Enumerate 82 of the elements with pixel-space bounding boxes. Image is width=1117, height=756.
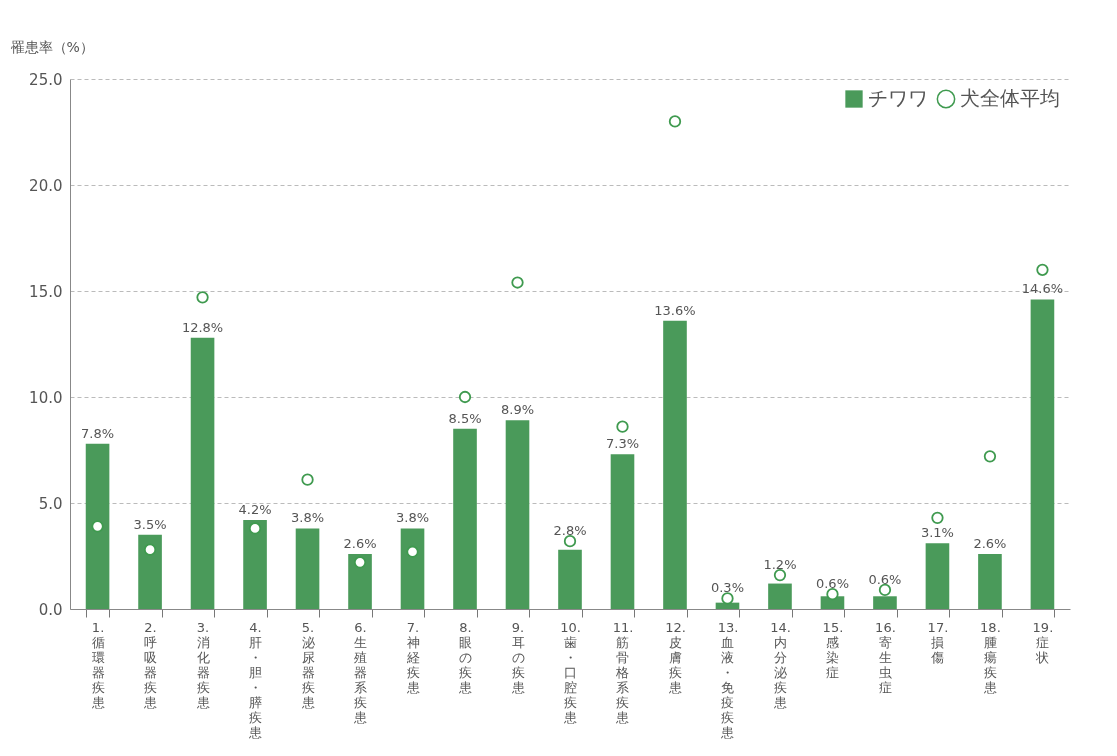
bar — [610, 454, 635, 609]
data-label: 3.8% — [291, 510, 325, 526]
point — [1036, 263, 1049, 276]
point — [878, 583, 892, 597]
y-tick-label: 0.0 — [38, 600, 63, 619]
point — [406, 545, 419, 558]
data-label: 0.6% — [868, 571, 902, 587]
x-tick-label: 19.症状 — [1032, 619, 1054, 665]
x-tick-label: 4.肝・胆・膵疾患 — [248, 619, 263, 740]
x-tick-label: 9.耳の疾患 — [510, 619, 525, 695]
data-label: 8.9% — [500, 402, 535, 418]
point — [91, 520, 104, 533]
data-label: 2.6% — [973, 535, 1007, 551]
data-label: 1.2% — [763, 557, 797, 573]
data-label: 3.8% — [396, 510, 430, 526]
y-tick-label: 15.0 — [29, 282, 63, 301]
point — [931, 511, 944, 524]
point — [983, 450, 997, 463]
point — [616, 420, 629, 433]
y-axis-title: 罹患率（%） — [9, 38, 94, 55]
bar — [138, 534, 162, 609]
bar — [978, 553, 1002, 609]
data-label: 0.6% — [815, 576, 849, 592]
y-tick-label: 20.0 — [29, 176, 63, 195]
bar — [925, 543, 950, 609]
y-tick-label: 10.0 — [29, 388, 63, 407]
data-label: 3.1% — [920, 525, 954, 541]
data-label: 3.5% — [133, 516, 167, 532]
bar — [558, 549, 582, 609]
x-tick-label: 8.眼の疾患 — [458, 619, 473, 695]
bar — [400, 528, 425, 609]
bar — [1030, 299, 1055, 609]
x-tick-label: 1.循環器疾患 — [90, 619, 105, 710]
x-tick-label: 14.内分泌疾患 — [770, 619, 791, 710]
data-label: 7.3% — [605, 436, 640, 452]
data-label: 4.2% — [238, 501, 272, 517]
data-label: 13.6% — [654, 302, 696, 318]
x-tick-label: 3.消化器疾患 — [195, 619, 210, 710]
legend-label: チワワ — [868, 86, 928, 110]
point — [668, 115, 682, 128]
data-label: 2.8% — [553, 523, 587, 539]
point — [826, 588, 839, 601]
point — [511, 276, 524, 289]
bar — [243, 519, 267, 609]
point — [721, 592, 734, 605]
point — [563, 535, 577, 548]
data-label: 14.6% — [1021, 281, 1064, 297]
point — [353, 556, 367, 569]
point — [773, 568, 787, 582]
x-tick-label: 12.皮膚疾患 — [665, 619, 686, 695]
x-tick-label: 11.筋骨格系疾患 — [612, 619, 634, 725]
y-tick-label: 25.0 — [29, 70, 63, 89]
bar — [768, 583, 792, 609]
bar — [453, 428, 477, 609]
bar — [348, 553, 372, 609]
x-tick-label: 5.泌尿器疾患 — [300, 619, 315, 710]
data-label: 12.8% — [181, 319, 224, 335]
x-tick-label: 18.腫瘍疾患 — [980, 619, 1001, 695]
data-label: 8.5% — [448, 410, 482, 426]
bar — [85, 443, 110, 609]
point — [458, 390, 472, 404]
x-tick-label: 17.損傷 — [927, 619, 949, 665]
point — [301, 473, 314, 486]
x-tick-label: 16.寄生虫症 — [875, 619, 896, 695]
legend-label: 犬全体平均 — [960, 86, 1060, 110]
data-label: 7.8% — [81, 425, 115, 441]
data-label: 2.6% — [343, 535, 377, 551]
x-tick-label: 6.生殖器系疾患 — [353, 619, 368, 725]
x-tick-label: 15.感染症 — [822, 619, 844, 680]
x-tick-label: 7.神経疾患 — [405, 619, 420, 695]
bar — [295, 528, 320, 609]
x-tick-label: 2.呼吸器疾患 — [143, 619, 158, 710]
x-tick-label: 10.歯・口腔疾患 — [560, 619, 581, 725]
bar — [505, 420, 530, 609]
bar — [190, 337, 215, 609]
point — [196, 291, 209, 304]
y-tick-label: 5.0 — [38, 494, 63, 513]
point — [248, 522, 262, 535]
bar — [663, 320, 687, 609]
data-label: 0.3% — [710, 580, 744, 596]
x-tick-label: 13.血液・免疫疾患 — [717, 619, 739, 740]
point — [143, 543, 157, 556]
